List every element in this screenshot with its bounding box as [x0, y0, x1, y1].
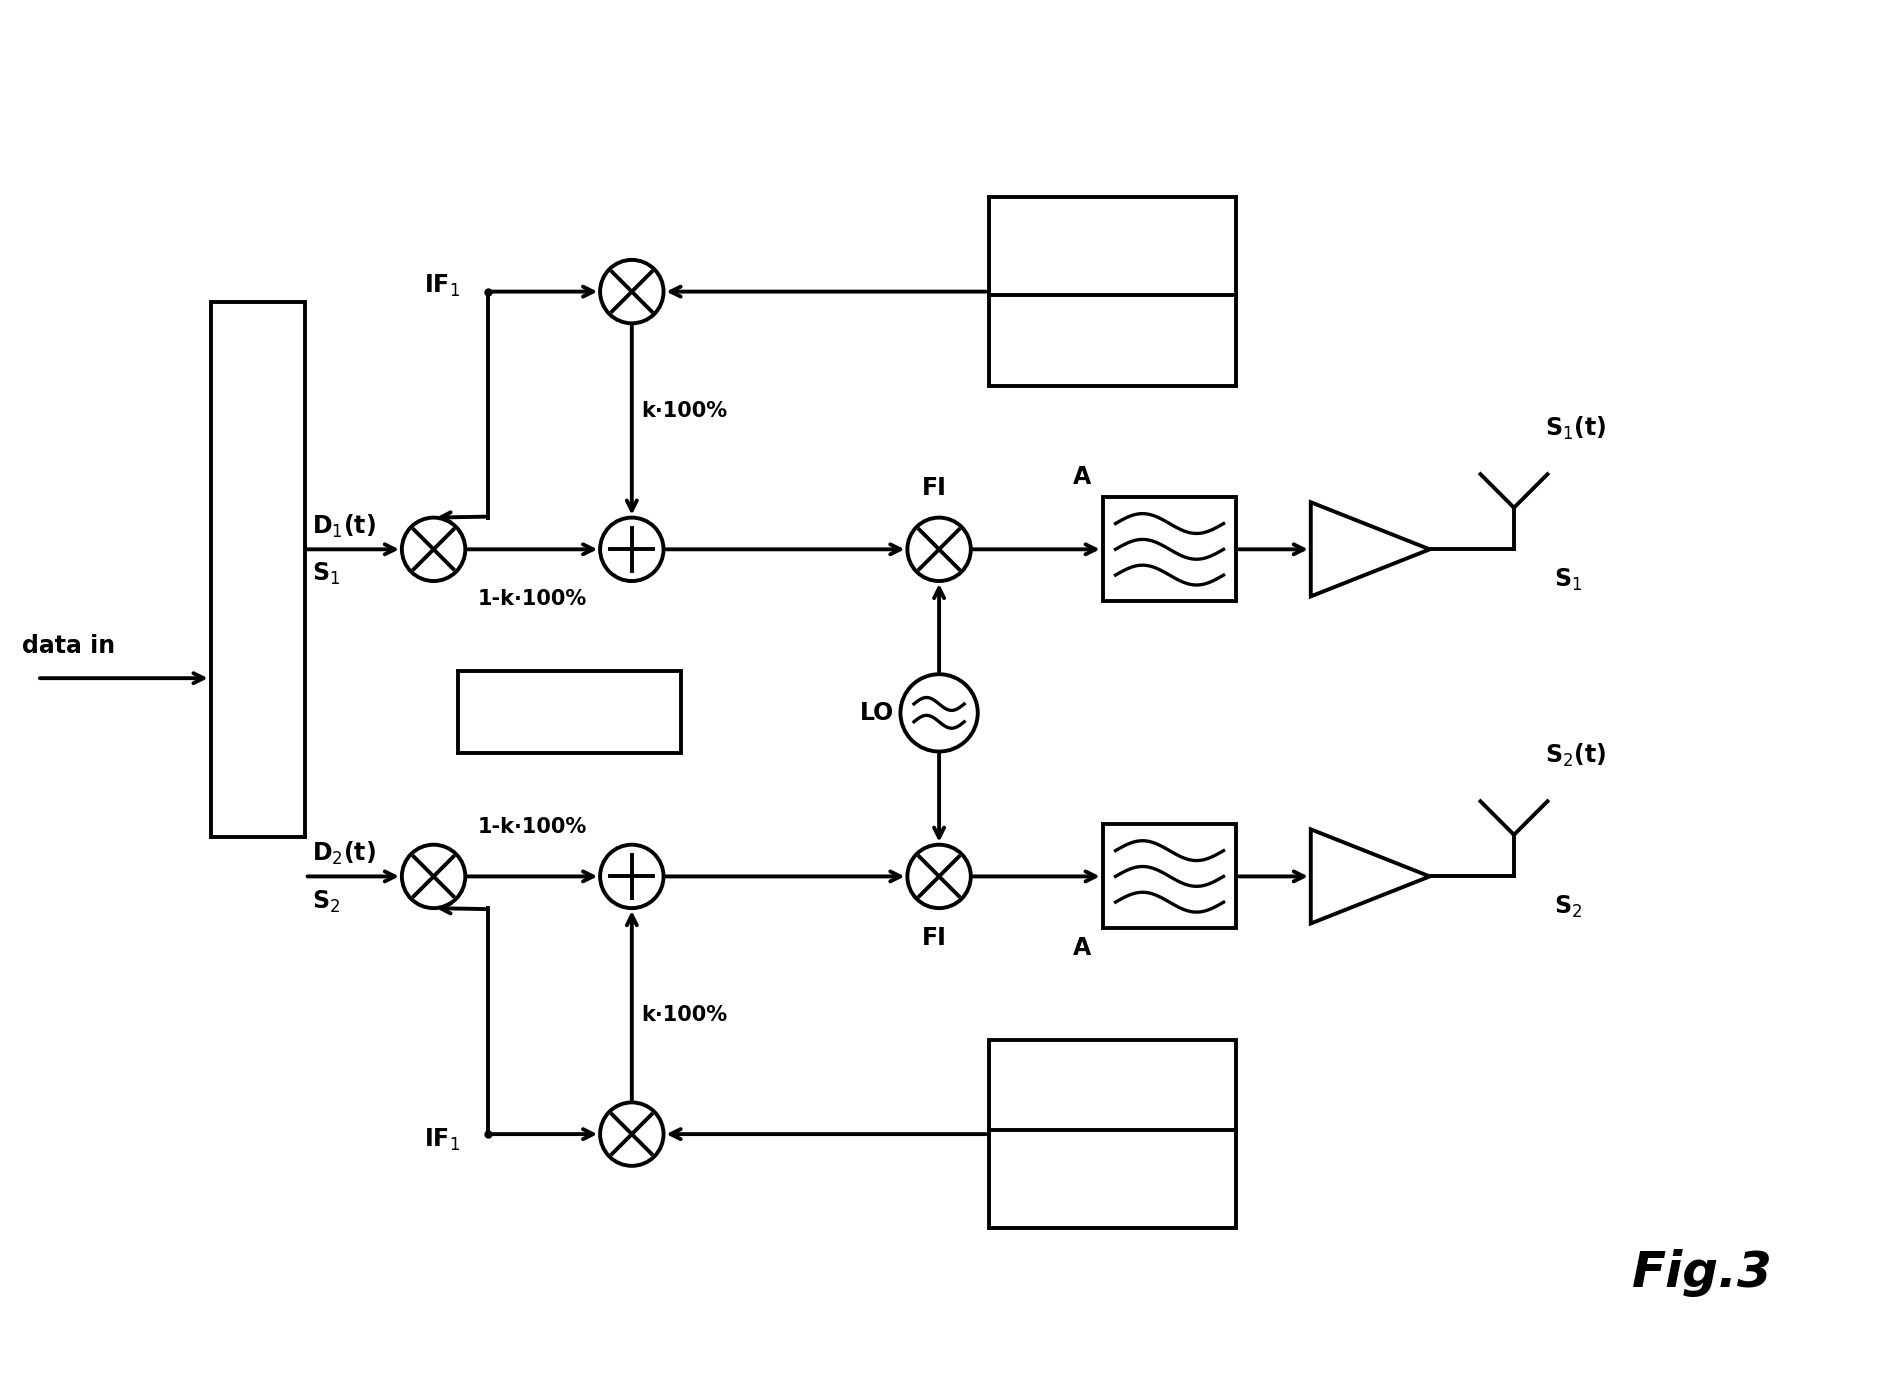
Text: FI: FI — [922, 926, 947, 949]
Text: IF$_1$: IF$_1$ — [425, 1127, 461, 1153]
Text: A: A — [1072, 465, 1091, 490]
Text: generator: generator — [1061, 356, 1163, 376]
Text: PRBS: PRBS — [1078, 230, 1148, 254]
Bar — [1103, 825, 1236, 928]
Text: k << 1: k << 1 — [526, 699, 615, 725]
Bar — [989, 1040, 1236, 1228]
Text: PRBS: PRBS — [1078, 1196, 1148, 1220]
Text: S$_2$: S$_2$ — [311, 888, 340, 914]
Text: generator: generator — [1061, 1135, 1163, 1156]
Text: S$_2$(t): S$_2$(t) — [1545, 743, 1606, 769]
Text: 1-k·100%: 1-k·100% — [478, 817, 586, 836]
Bar — [211, 302, 306, 836]
Text: PN: PN — [1086, 314, 1124, 338]
Text: $_2$: $_2$ — [1143, 1092, 1154, 1115]
Text: IF$_1$: IF$_1$ — [425, 272, 461, 299]
Text: $_1$: $_1$ — [1143, 324, 1154, 348]
Bar — [457, 671, 681, 752]
Bar — [989, 197, 1236, 385]
Text: A: A — [1072, 937, 1091, 960]
Text: FI: FI — [922, 476, 947, 500]
Text: PN: PN — [1086, 1074, 1124, 1097]
Text: k·100%: k·100% — [642, 1005, 727, 1025]
Text: S$_2$: S$_2$ — [1554, 895, 1581, 920]
Text: STE: STE — [230, 556, 287, 584]
Bar — [1103, 497, 1236, 602]
Text: data in: data in — [23, 634, 116, 659]
Text: k·100%: k·100% — [642, 401, 727, 420]
Text: Fig.3: Fig.3 — [1632, 1249, 1773, 1297]
Text: D$_2$(t): D$_2$(t) — [311, 840, 376, 867]
Text: S$_1$: S$_1$ — [1554, 567, 1581, 593]
Text: S$_1$: S$_1$ — [311, 561, 340, 588]
Text: 1-k·100%: 1-k·100% — [478, 589, 586, 609]
Text: LO: LO — [860, 701, 894, 725]
Text: D$_1$(t): D$_1$(t) — [311, 514, 376, 540]
Text: S$_1$(t): S$_1$(t) — [1545, 415, 1606, 443]
